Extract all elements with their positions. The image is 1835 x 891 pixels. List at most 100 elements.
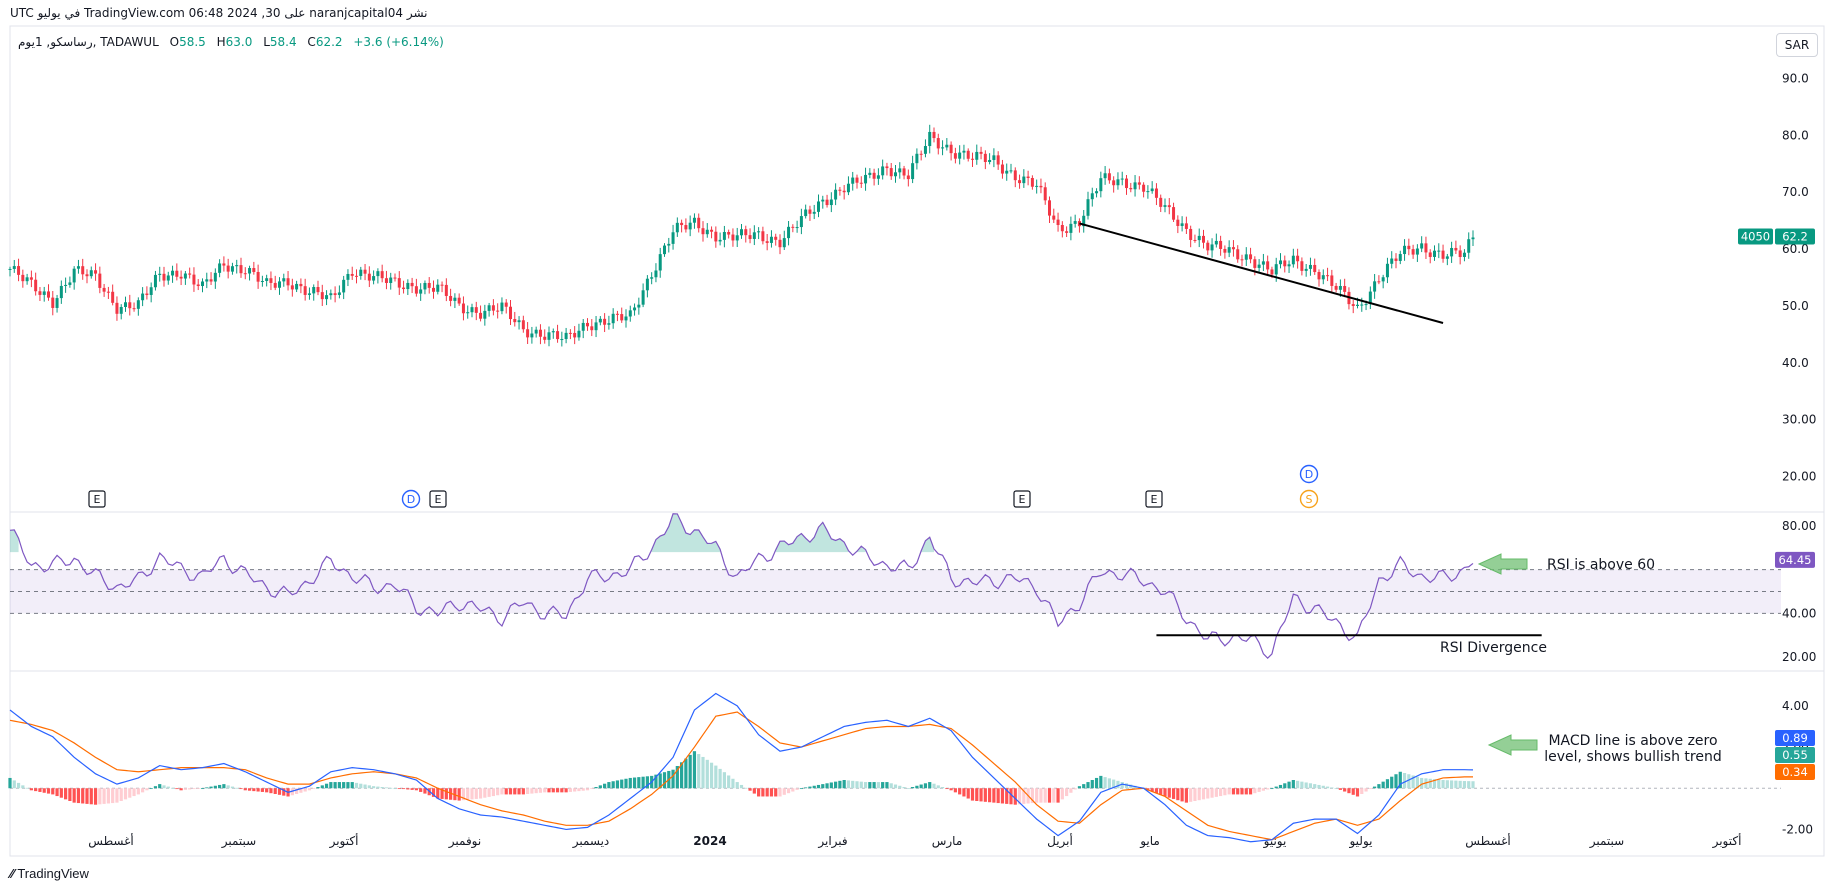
candle-body [265, 278, 269, 281]
dividend-marker[interactable]: D [1299, 464, 1319, 484]
candle-body [303, 286, 307, 295]
candle-body [290, 285, 294, 290]
candle-body [521, 320, 525, 330]
candle-body [1411, 249, 1415, 255]
macd-histogram-bar [1236, 788, 1240, 795]
currency-button[interactable]: SAR [1776, 33, 1818, 57]
macd-histogram-bar [1398, 771, 1402, 789]
event-label: D [407, 493, 415, 506]
candle-body [1043, 187, 1047, 201]
macd-histogram-bar [1086, 782, 1090, 789]
candle-body [727, 231, 731, 235]
macd-histogram-bar [111, 788, 115, 804]
candle-body [329, 293, 333, 296]
macd-histogram-bar [1094, 777, 1099, 789]
earnings-marker[interactable]: E [1013, 490, 1031, 508]
candle-body [936, 138, 940, 149]
macd-histogram-bar [654, 774, 658, 789]
macd-histogram-bar [688, 754, 692, 789]
macd-histogram-bar [795, 788, 799, 790]
candle-body [1125, 178, 1128, 189]
macd-histogram-bar [1278, 784, 1283, 789]
candle-body [355, 275, 358, 277]
candle-body [812, 211, 816, 214]
time-tick-label: يونيو [1263, 834, 1287, 849]
symbol-name[interactable]: رساسكو, 1يوم, TADAWUL [18, 35, 159, 49]
macd-histogram-bar [611, 781, 615, 789]
price-tick-label: 70.0 [1782, 185, 1809, 199]
candle-body [162, 273, 166, 281]
macd-histogram-bar [808, 786, 812, 789]
rsi-divergence-label: RSI Divergence [1440, 640, 1547, 656]
candle-body [1240, 259, 1244, 261]
candle-body [17, 266, 21, 275]
candle-body [342, 279, 346, 293]
candle-body [1133, 182, 1137, 190]
macd-histogram-bar [1411, 775, 1415, 789]
macd-histogram-bar [748, 788, 752, 791]
candle-body [440, 284, 444, 286]
macd-histogram-bar [393, 788, 397, 790]
earnings-marker[interactable]: E [88, 490, 106, 508]
macd-histogram-bar [731, 778, 735, 789]
candle-body [8, 268, 12, 270]
rsi-overbought-fill [10, 529, 19, 553]
macd-histogram-bar [295, 788, 299, 794]
candle-body [932, 131, 936, 139]
macd-histogram-bar [727, 775, 731, 789]
candle-body [286, 278, 290, 286]
ticker-badge-bg [1738, 228, 1773, 245]
macd-histogram-bar [889, 783, 893, 789]
time-tick-label: أغسطس [88, 833, 133, 849]
candle-body [1428, 252, 1432, 257]
time-tick-label: نوفمبر [448, 834, 481, 849]
macd-histogram-bar [487, 788, 491, 797]
earnings-marker[interactable]: E [1145, 490, 1163, 508]
macd-histogram-bar [1283, 783, 1287, 789]
macd-histogram-bar [179, 788, 183, 791]
candle-body [1150, 188, 1154, 192]
signal-badge-bg [1775, 764, 1815, 780]
dividend-icon [1299, 464, 1319, 484]
tradingview-brand[interactable]: ⁄⁄ TradingView [10, 866, 89, 881]
macd-histogram-bar [1364, 788, 1368, 792]
candle-body [1283, 260, 1287, 267]
macd-histogram-bar [123, 788, 128, 800]
candle-body [697, 217, 701, 229]
candle-body [346, 273, 350, 280]
candle-body [1471, 237, 1475, 240]
annotations: RSI is above 60 RSI Divergence MACD line i… [1440, 553, 1722, 765]
candle-body [149, 287, 153, 295]
candle-body [153, 274, 157, 288]
macd-histogram-bar [1082, 784, 1086, 789]
candle-body [1107, 173, 1111, 181]
macd-histogram-bar [1047, 788, 1052, 803]
macd-histogram-bar [1176, 788, 1180, 801]
rsi-note: RSI is above 60 [1547, 557, 1655, 573]
macd-histogram-bar [410, 788, 414, 790]
candle-body [1167, 205, 1171, 208]
macd-histogram-bar [744, 787, 748, 789]
earnings-marker[interactable]: E [429, 490, 447, 508]
macd-histogram-bar [81, 788, 85, 804]
macd-histogram-bar [457, 788, 461, 801]
macd-histogram-bar [218, 784, 222, 789]
candle-body [1116, 179, 1120, 186]
macd-histogram-bar [966, 788, 970, 799]
macd-histogram-bar [684, 758, 688, 789]
candle-body [1009, 170, 1013, 172]
candle-body [1334, 285, 1338, 290]
candle-body [230, 266, 234, 272]
candle-body [94, 270, 98, 274]
candle-body [466, 312, 470, 314]
candle-body [983, 153, 987, 163]
hist-badge: 0.55 [1782, 748, 1808, 762]
macd-histogram-bar [898, 785, 902, 789]
macd-histogram-bar [461, 788, 466, 801]
dividend-marker[interactable]: D [401, 489, 421, 509]
candle-body [141, 293, 145, 301]
candle-body [1403, 245, 1407, 255]
candle-body [115, 302, 119, 314]
split-marker[interactable]: S [1299, 489, 1319, 509]
